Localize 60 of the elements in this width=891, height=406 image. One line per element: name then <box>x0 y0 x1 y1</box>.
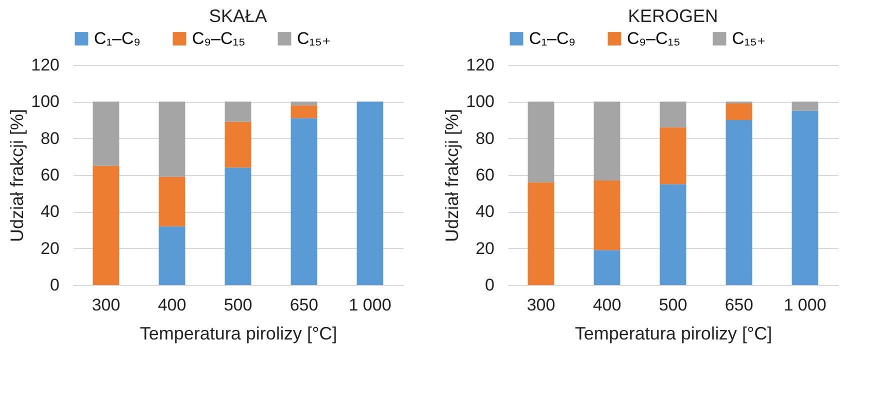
bar <box>660 127 686 184</box>
x-tick-label: 1 000 <box>348 296 392 314</box>
y-tick-label: 20 <box>476 238 494 258</box>
x-axis-title: Temperatura pirolizy [°C] <box>574 324 772 344</box>
x-tick-label: 300 <box>92 296 120 314</box>
bar <box>792 110 818 285</box>
bar <box>528 102 554 182</box>
bar <box>158 176 186 226</box>
bar <box>92 102 120 166</box>
bar <box>726 120 752 285</box>
bar <box>224 122 252 168</box>
bar <box>158 102 186 177</box>
bar <box>660 184 686 285</box>
x-tick-label: 500 <box>224 296 252 314</box>
y-tick-label: 120 <box>466 56 494 74</box>
legend-label: C₁–C₉ <box>94 28 140 48</box>
x-axis-title: Temperatura pirolizy [°C] <box>140 324 338 344</box>
y-tick-label: 100 <box>466 92 494 112</box>
y-tick-label: 20 <box>40 238 60 258</box>
x-tick-label: 1 000 <box>784 296 826 314</box>
y-tick-label: 60 <box>476 166 494 184</box>
y-tick-label: 80 <box>476 128 494 148</box>
bar <box>792 102 818 111</box>
y-tick-label: 60 <box>40 166 60 184</box>
bar <box>356 102 384 285</box>
bar <box>594 250 620 285</box>
legend-label: C₉–C₁₅ <box>627 28 680 48</box>
bar <box>726 104 752 120</box>
bar <box>660 102 686 128</box>
legend-label: C₉–C₁₅ <box>192 28 246 48</box>
y-tick-label: 80 <box>40 128 60 148</box>
y-tick-label: 0 <box>50 276 60 294</box>
bar <box>594 102 620 180</box>
bar <box>290 105 318 118</box>
y-tick-label: 40 <box>476 202 494 222</box>
legend-label: C₁₅₊ <box>297 28 331 48</box>
x-tick-label: 300 <box>526 296 556 314</box>
x-tick-label: 400 <box>158 296 186 314</box>
x-tick-label: 500 <box>658 296 688 314</box>
bar <box>92 166 120 285</box>
bar <box>224 168 252 285</box>
y-tick-label: 40 <box>40 202 60 222</box>
bar <box>224 102 252 122</box>
legend-label: C₁₅₊ <box>732 28 766 48</box>
y-axis-title: Udział frakcji [%] <box>7 108 28 242</box>
x-tick-label: 650 <box>290 296 318 314</box>
bar <box>594 180 620 250</box>
x-tick-label: 400 <box>592 296 622 314</box>
y-tick-label: 120 <box>31 56 60 74</box>
y-axis-title: Udział frakcji [%] <box>442 108 462 242</box>
y-tick-label: 0 <box>485 276 494 294</box>
y-tick-label: 100 <box>31 92 60 112</box>
chart-title: KEROGEN <box>628 6 718 26</box>
bar <box>158 226 186 285</box>
chart-title: SKAŁA <box>208 6 268 26</box>
bar <box>528 182 554 285</box>
bar <box>290 102 318 106</box>
bar <box>290 118 318 285</box>
legend-label: C₁–C₉ <box>529 28 576 48</box>
x-tick-label: 650 <box>724 296 754 314</box>
